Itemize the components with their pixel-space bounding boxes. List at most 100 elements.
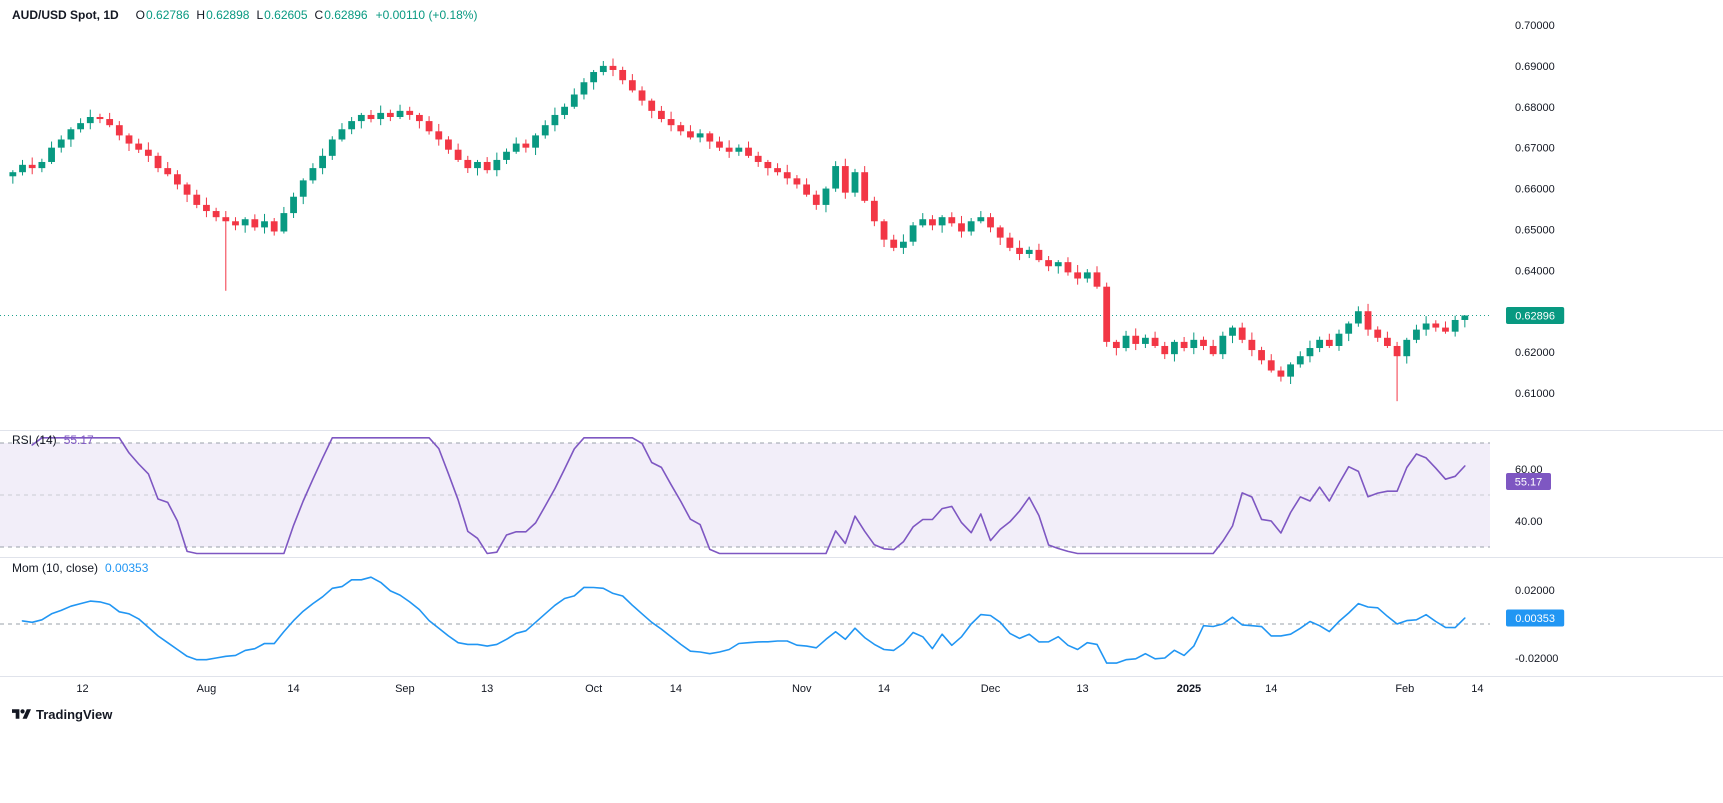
candle-body[interactable]	[416, 114, 423, 122]
candle-body[interactable]	[1413, 329, 1420, 340]
candle-body[interactable]	[987, 217, 994, 228]
candle-body[interactable]	[716, 141, 723, 148]
candle-body[interactable]	[1364, 311, 1372, 330]
candle-body[interactable]	[619, 69, 627, 81]
candle-body[interactable]	[503, 151, 510, 160]
candle-body[interactable]	[1006, 237, 1014, 248]
candle-body[interactable]	[532, 135, 539, 148]
candle-body[interactable]	[1267, 360, 1275, 371]
candle-body[interactable]	[745, 147, 752, 156]
candle-body[interactable]	[435, 131, 443, 140]
candle-body[interactable]	[48, 147, 55, 162]
mom-line[interactable]	[21, 576, 1466, 664]
candle-body[interactable]	[735, 147, 743, 152]
candle-body[interactable]	[1083, 272, 1091, 279]
candle-body[interactable]	[164, 168, 172, 175]
candle-body[interactable]	[1374, 329, 1382, 338]
candle-body[interactable]	[929, 219, 936, 226]
candle-body[interactable]	[667, 119, 675, 126]
candle-body[interactable]	[764, 161, 772, 169]
candle-body[interactable]	[696, 133, 704, 138]
candle-body[interactable]	[977, 217, 985, 222]
candle-body[interactable]	[125, 135, 133, 144]
candle-body[interactable]	[783, 172, 791, 179]
candle-body[interactable]	[1335, 333, 1343, 346]
candle-body[interactable]	[861, 172, 869, 201]
candle-body[interactable]	[1122, 335, 1130, 349]
candle-body[interactable]	[19, 164, 26, 173]
candle-body[interactable]	[754, 155, 762, 162]
candle-body[interactable]	[261, 221, 268, 228]
candle-body[interactable]	[1296, 356, 1304, 365]
candle-body[interactable]	[154, 155, 162, 169]
candle-body[interactable]	[1016, 247, 1023, 254]
candle-body[interactable]	[880, 221, 888, 240]
candle-body[interactable]	[841, 166, 849, 193]
candle-body[interactable]	[1093, 272, 1101, 287]
rsi-legend-label[interactable]: RSI (14)	[12, 433, 57, 447]
candle-body[interactable]	[522, 143, 530, 148]
candle-body[interactable]	[1384, 337, 1391, 346]
candle-body[interactable]	[106, 119, 114, 126]
candle-body[interactable]	[1064, 262, 1072, 273]
candle-body[interactable]	[1054, 262, 1062, 267]
candle-body[interactable]	[822, 188, 830, 205]
candle-body[interactable]	[1171, 341, 1178, 355]
mom-legend-label[interactable]: Mom (10, close)	[12, 561, 99, 575]
candle-body[interactable]	[183, 184, 191, 195]
candle-body[interactable]	[1151, 337, 1159, 346]
candle-body[interactable]	[996, 227, 1004, 238]
candle-body[interactable]	[1229, 327, 1236, 336]
candle-body[interactable]	[648, 100, 656, 111]
candle-body[interactable]	[1354, 311, 1362, 324]
candle-body[interactable]	[1025, 249, 1033, 254]
candle-body[interactable]	[1112, 341, 1120, 349]
candle-body[interactable]	[464, 159, 472, 169]
candle-body[interactable]	[803, 184, 810, 195]
candle-body[interactable]	[1132, 335, 1140, 344]
candle-body[interactable]	[1035, 249, 1043, 261]
candle-body[interactable]	[687, 131, 694, 138]
candle-body[interactable]	[1103, 286, 1111, 342]
candle-body[interactable]	[396, 110, 404, 117]
candle-body[interactable]	[144, 149, 152, 156]
candle-body[interactable]	[870, 200, 878, 222]
candle-body[interactable]	[290, 196, 297, 214]
candle-body[interactable]	[280, 213, 288, 232]
candle-body[interactable]	[832, 166, 840, 189]
candle-body[interactable]	[57, 139, 65, 148]
candle-body[interactable]	[377, 112, 385, 120]
candle-body[interactable]	[1219, 335, 1227, 355]
candle-body[interactable]	[348, 121, 356, 130]
candle-body[interactable]	[851, 172, 859, 193]
candle-body[interactable]	[270, 221, 278, 232]
candle-body[interactable]	[67, 129, 75, 140]
candle-body[interactable]	[658, 110, 665, 120]
candle-body[interactable]	[1248, 339, 1256, 351]
candle-body[interactable]	[1161, 345, 1169, 355]
candle-body[interactable]	[425, 121, 433, 132]
candle-body[interactable]	[1287, 364, 1294, 377]
candle-body[interactable]	[174, 174, 181, 185]
candle-body[interactable]	[706, 133, 714, 142]
candle-body[interactable]	[609, 65, 617, 70]
candle-body[interactable]	[193, 194, 201, 205]
candle-body[interactable]	[328, 139, 336, 156]
candle-body[interactable]	[1451, 319, 1459, 332]
candle-body[interactable]	[96, 117, 104, 120]
candle-body[interactable]	[1180, 341, 1188, 349]
candle-body[interactable]	[570, 94, 578, 107]
tradingview-branding[interactable]: TradingView	[12, 707, 112, 722]
candle-body[interactable]	[1461, 315, 1469, 320]
candle-body[interactable]	[1432, 323, 1440, 328]
candle-body[interactable]	[677, 125, 685, 132]
candle-body[interactable]	[938, 217, 946, 226]
candle-body[interactable]	[900, 241, 907, 248]
candle-body[interactable]	[590, 72, 598, 83]
candle-body[interactable]	[793, 178, 801, 185]
candle-body[interactable]	[474, 161, 481, 169]
candle-body[interactable]	[1325, 339, 1333, 346]
candle-body[interactable]	[909, 225, 917, 242]
candle-body[interactable]	[1142, 337, 1149, 344]
